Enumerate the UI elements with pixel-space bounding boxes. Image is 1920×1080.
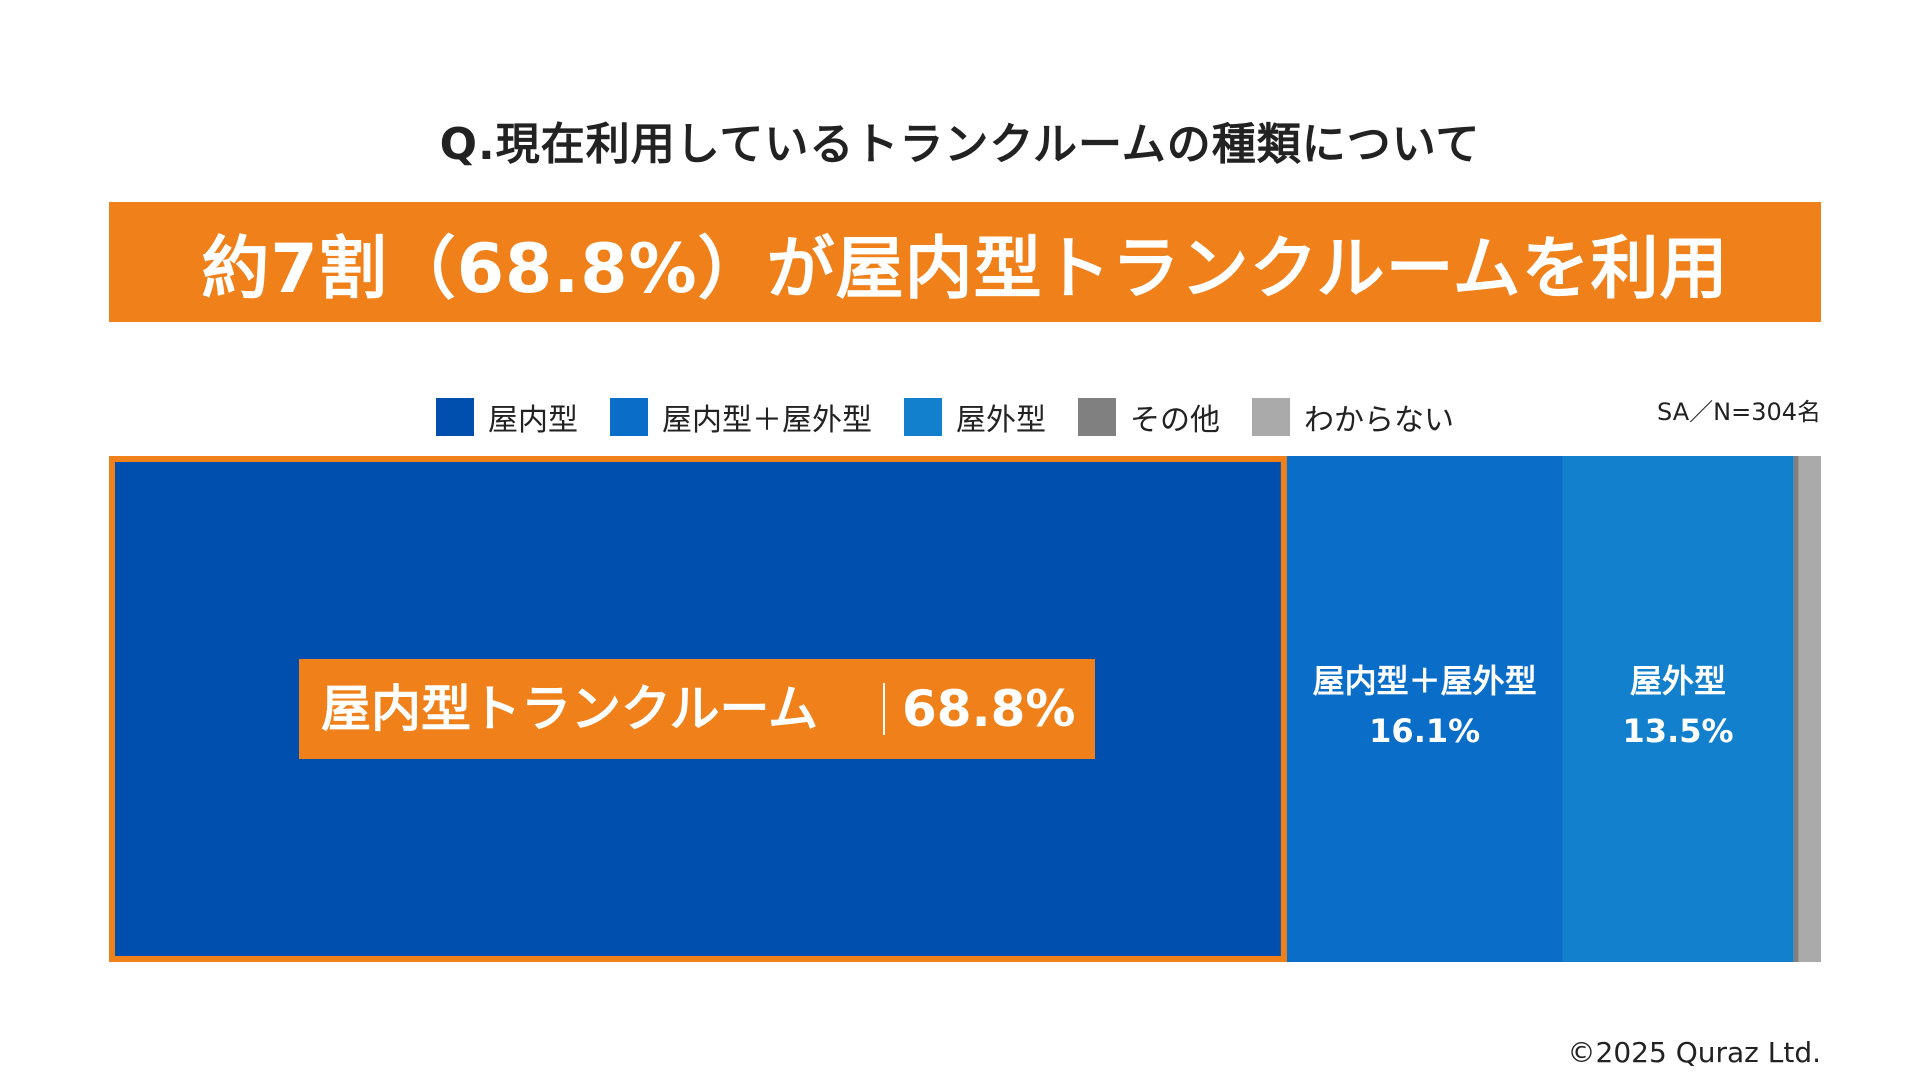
highlight-label-value: 68.8%	[902, 680, 1075, 738]
stacked-bar-chart: 屋内型トランクルーム 68.8% 屋内型＋屋外型 16.1% 屋外型 13.5%	[109, 456, 1821, 962]
legend-label: 屋内型	[488, 403, 578, 438]
segment-label-value: 13.5%	[1623, 712, 1734, 750]
bar-segment-unknown	[1798, 456, 1821, 962]
legend-item: その他	[1078, 395, 1220, 439]
legend-label: 屋内型＋屋外型	[662, 403, 872, 438]
highlight-label-box	[299, 659, 1095, 759]
legend-item: 屋内型＋屋外型	[610, 395, 872, 439]
legend-item: 屋外型	[904, 395, 1046, 439]
headline-banner: 約7割（68.8%）が屋内型トランクルームを利用	[109, 202, 1821, 322]
legend-label: わからない	[1304, 403, 1454, 438]
bar-segment-other	[1793, 456, 1799, 962]
legend-swatch	[610, 398, 648, 436]
legend: 屋内型 屋内型＋屋外型 屋外型 その他 わからない	[436, 395, 1486, 439]
bar-segment-outdoor	[1562, 456, 1794, 962]
legend-label: 屋外型	[956, 403, 1046, 438]
segment-label-name: 屋内型＋屋外型	[1313, 662, 1537, 700]
copyright: ©2025 Quraz Ltd.	[1567, 1036, 1821, 1069]
legend-item: 屋内型	[436, 395, 578, 439]
legend-swatch	[436, 398, 474, 436]
segment-label-name: 屋外型	[1630, 662, 1726, 700]
highlight-label-name: 屋内型トランクルーム	[321, 680, 818, 738]
question-title: Q.現在利用しているトランクルームの種類について	[439, 119, 1481, 170]
legend-label: その他	[1130, 403, 1220, 438]
headline-text: 約7割（68.8%）が屋内型トランクルームを利用	[201, 229, 1729, 309]
legend-swatch	[1078, 398, 1116, 436]
highlight-outline	[109, 456, 1287, 962]
sample-note: SA／N=304名	[1657, 398, 1821, 426]
bar-segment-indoor-outdoor	[1286, 456, 1563, 962]
segment-label-value: 16.1%	[1369, 712, 1480, 750]
legend-item: わからない	[1252, 395, 1454, 439]
legend-swatch	[1252, 398, 1290, 436]
legend-swatch	[904, 398, 942, 436]
